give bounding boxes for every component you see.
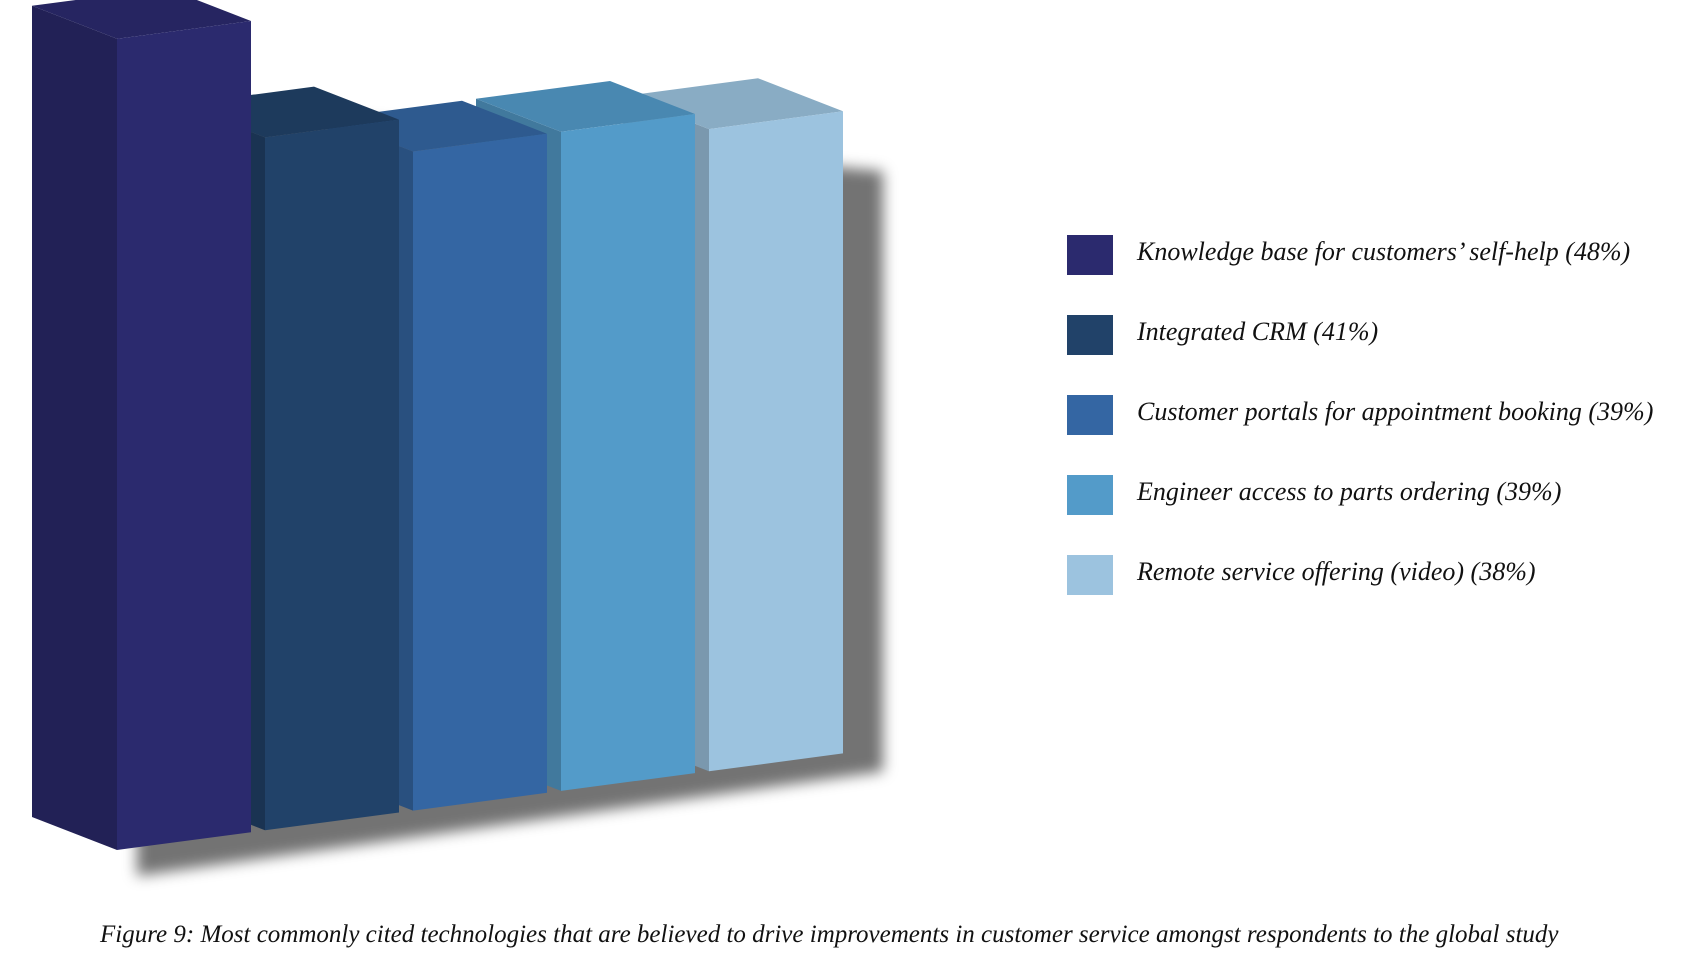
- bar-side: [32, 5, 117, 851]
- bar: [32, 0, 251, 851]
- bar-front: [117, 21, 251, 850]
- bar-front: [413, 133, 547, 811]
- bar-top: [32, 0, 251, 39]
- legend-swatch: [1067, 315, 1113, 355]
- legend-label: Remote service offering (video) (38%): [1137, 557, 1536, 586]
- bar-front: [561, 114, 695, 791]
- legend-label: Knowledge base for customers’ self-help …: [1137, 237, 1631, 266]
- legend-item: Customer portals for appointment booking…: [1067, 395, 1687, 475]
- legend-label: Integrated CRM (41%): [1137, 317, 1379, 346]
- legend-item: Remote service offering (video) (38%): [1067, 555, 1687, 635]
- legend-swatch: [1067, 555, 1113, 595]
- bar-front: [709, 111, 843, 772]
- legend-item: Integrated CRM (41%): [1067, 315, 1687, 395]
- legend-swatch: [1067, 235, 1113, 275]
- legend-item: Knowledge base for customers’ self-help …: [1067, 235, 1687, 315]
- figure-caption: Figure 9: Most commonly cited technologi…: [100, 921, 1559, 948]
- legend-swatch: [1067, 475, 1113, 515]
- legend-item: Engineer access to parts ordering (39%): [1067, 475, 1687, 555]
- legend-swatch: [1067, 395, 1113, 435]
- bar-top: [476, 81, 695, 132]
- bar-front: [265, 119, 399, 831]
- legend-label: Customer portals for appointment booking…: [1137, 397, 1654, 426]
- legend-label: Engineer access to parts ordering (39%): [1137, 477, 1562, 506]
- legend: Knowledge base for customers’ self-help …: [1067, 235, 1687, 635]
